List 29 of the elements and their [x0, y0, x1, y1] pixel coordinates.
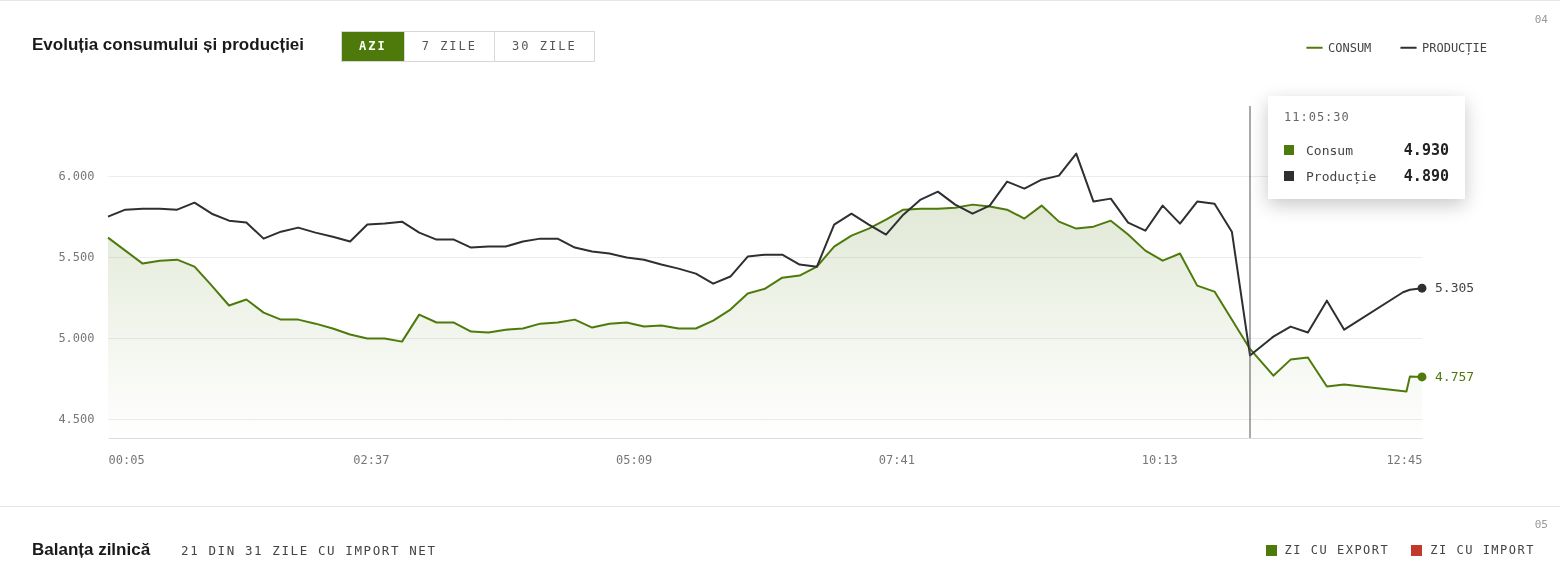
- text: 30 ZILE: [494, 32, 594, 61]
- text: 04: [1534, 13, 1548, 26]
- x-tick-label: 10:13: [1141, 452, 1178, 467]
- x-tick-label: 05:09: [616, 452, 653, 467]
- legend-label: CONSUM: [1328, 40, 1372, 55]
- annotation: 11:05:30: [1284, 110, 1351, 124]
- y-tick-label: 5.500: [58, 250, 95, 265]
- text: 21 DIN 31 ZILE CU IMPORT NET: [181, 543, 437, 558]
- x-tick-label: 07:41: [878, 452, 915, 467]
- text: 05: [1534, 518, 1548, 531]
- data-label: 4.757: [1435, 368, 1475, 384]
- legend-label: ZI CU IMPORT: [1430, 543, 1535, 557]
- y-tick-label: 5.000: [58, 331, 95, 346]
- chart-title: Evoluția consumului și producției: [32, 35, 305, 55]
- annotation: 4.930: [1403, 141, 1449, 159]
- x-tick-label: 02:37: [353, 452, 390, 467]
- annotation: Consum: [1306, 142, 1354, 158]
- x-tick-label: 00:05: [108, 452, 145, 467]
- legend-label: PRODUCȚIE: [1422, 40, 1488, 56]
- x-tick-label: 12:45: [1386, 452, 1423, 467]
- data-label: 5.305: [1435, 280, 1475, 296]
- annotation: 4.890: [1403, 167, 1449, 185]
- y-tick-label: 4.500: [58, 412, 95, 427]
- y-tick-label: 6.000: [58, 169, 95, 184]
- text: Balanța zilnică: [32, 540, 151, 560]
- text: AZI: [342, 32, 404, 61]
- text: 7 ZILE: [403, 32, 495, 61]
- legend-label: ZI CU EXPORT: [1284, 543, 1390, 557]
- annotation: Producție: [1306, 168, 1378, 184]
